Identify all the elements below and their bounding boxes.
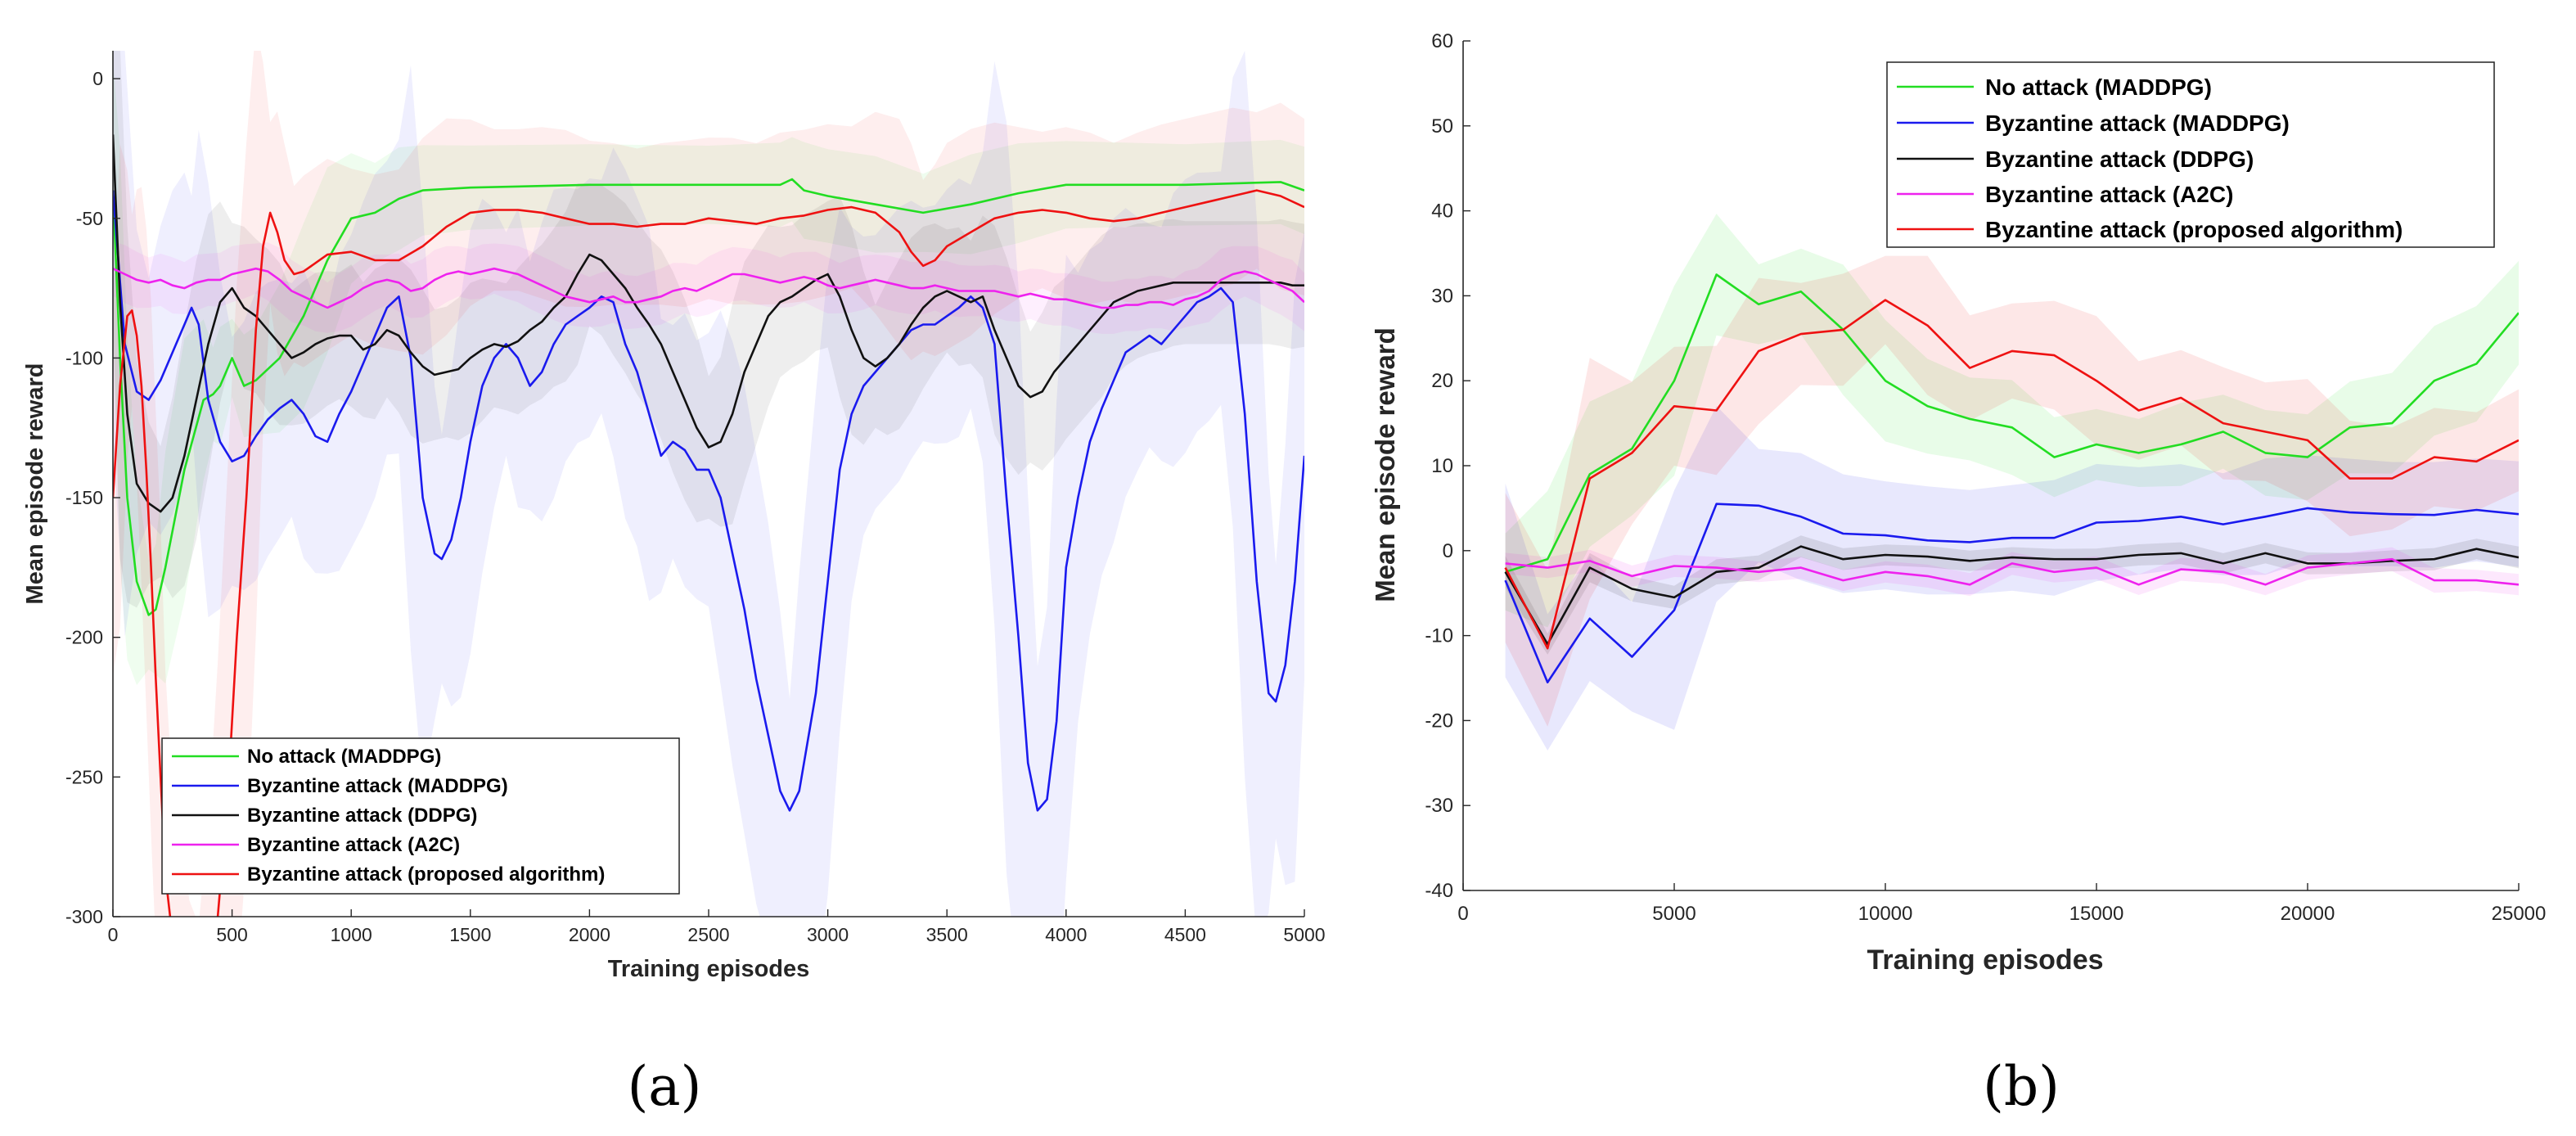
series-a-byzantine-attack-a2c [113,267,1304,309]
y-tick-label-b: -20 [1425,710,1453,732]
legend-a-label-proposed: Byzantine attack (proposed algorithm) [247,863,605,886]
x-tick-label-a: 3000 [807,924,849,945]
series-a-byzantine-attack-proposed-algorithm [113,189,1304,917]
x-tick-label-a: 5000 [1283,924,1325,945]
y-tick-label-b: 20 [1431,370,1453,392]
x-tick-label-a: 4500 [1164,924,1206,945]
y-tick-label-b: -10 [1425,625,1453,647]
chart-b-ylabel: Mean episode reward [1370,327,1400,602]
band-a-byzantine-attack-ddpg [113,51,1304,608]
x-tick-label-b: 25000 [2492,903,2547,925]
legend-b-label-proposed: Byzantine attack (proposed algorithm) [1985,217,2403,242]
x-tick-label-b: 20000 [2281,903,2335,925]
y-tick-label-a: -300 [65,906,103,927]
legend-b-label-maddpg: Byzantine attack (MADDPG) [1985,110,2290,136]
chart-b: 0 5000 10000 15000 20000 25000 -40 -30 -20 -10 0 10… [1370,30,2546,1118]
y-tick-label-a: -100 [65,347,103,368]
x-tick-label-a: 1500 [449,924,491,945]
y-tick-label-a: 0 [92,68,103,89]
legend-a-label-a2c: Byzantine attack (A2C) [247,834,460,856]
x-tick-label-a: 1000 [331,924,372,945]
chart-a: 0 500 1000 1500 2000 2500 3000 3500 4000 4500 5000… [22,51,1326,1118]
legend-b-label-ddpg: Byzantine attack (DDPG) [1985,147,2254,172]
band-b-byzantine-attack-maddpg [1505,406,2519,751]
y-tick-label-a: -250 [65,766,103,787]
legend-a-label-no-attack: No attack (MADDPG) [247,746,441,768]
y-tick-label-a: -50 [76,208,103,229]
x-tick-label-b: 10000 [1858,903,1913,925]
series-b-byzantine-attack-proposed-algorithm [1504,299,2519,650]
chart-a-ylabel: Mean episode reward [22,363,48,605]
band-a-byzantine-attack-proposed-algorithm [113,51,1304,917]
chart-b-series-lines [1504,273,2519,684]
chart-a-xlabel: Training episodes [608,956,810,982]
band-b-no-attack-maddpg [1505,214,2519,628]
chart-b-legend: No attack (MADDPG) Byzantine attack (MAD… [1886,61,2495,248]
chart-a-legend: No attack (MADDPG) Byzantine attack (MAD… [161,737,680,895]
x-tick-label-a: 0 [108,924,119,945]
legend-b-label-no-attack: No attack (MADDPG) [1985,74,2212,100]
y-tick-label-a: -150 [65,487,103,508]
y-tick-label-b: 10 [1431,455,1453,477]
series-b-byzantine-attack-a2c [1505,557,2519,586]
x-tick-label-a: 2000 [569,924,610,945]
legend-a-label-ddpg: Byzantine attack (DDPG) [247,805,477,827]
y-tick-label-b: 60 [1431,30,1453,52]
chart-b-xlabel: Training episodes [1867,944,2103,976]
series-b-no-attack-maddpg [1505,273,2519,574]
band-b-byzantine-attack-proposed-algorithm [1505,255,2519,727]
y-tick-label-b: 30 [1431,285,1453,307]
series-a-byzantine-attack-ddpg [113,134,1304,513]
x-tick-label-a: 2500 [687,924,729,945]
x-tick-label-b: 15000 [2069,903,2124,925]
y-tick-label-a: -200 [65,627,103,648]
series-a-no-attack-maddpg [113,178,1304,616]
x-tick-label-b: 0 [1457,903,1468,925]
y-tick-label-b: 50 [1431,115,1453,137]
x-tick-label-a: 4000 [1045,924,1087,945]
y-tick-label-b: -40 [1425,880,1453,902]
panel-label-a: (a) [628,1055,702,1118]
x-tick-label-a: 3500 [926,924,968,945]
chart-a-series-lines [113,134,1304,917]
y-tick-label-b: 40 [1431,201,1453,223]
legend-a-label-maddpg: Byzantine attack (MADDPG) [247,775,508,797]
x-tick-label-a: 500 [216,924,247,945]
x-tick-label-b: 5000 [1652,903,1696,925]
band-a-byzantine-attack-a2c [113,241,1304,334]
legend-b-label-a2c: Byzantine attack (A2C) [1985,182,2233,207]
panel-label-b: (b) [1983,1055,2060,1118]
y-tick-label-b: -30 [1425,795,1453,817]
band-a-byzantine-attack-maddpg [113,51,1304,917]
chart-a-axes: 0 500 1000 1500 2000 2500 3000 3500 4000 4500 5000… [65,51,1326,945]
series-a-byzantine-attack-maddpg [113,190,1304,812]
chart-b-axes: 0 5000 10000 15000 20000 25000 -40 -30 -20 -10 0 10… [1425,30,2546,925]
series-b-byzantine-attack-maddpg [1504,503,2519,684]
band-b-byzantine-attack-ddpg [1505,535,2519,655]
y-tick-label-b: 0 [1443,540,1453,562]
